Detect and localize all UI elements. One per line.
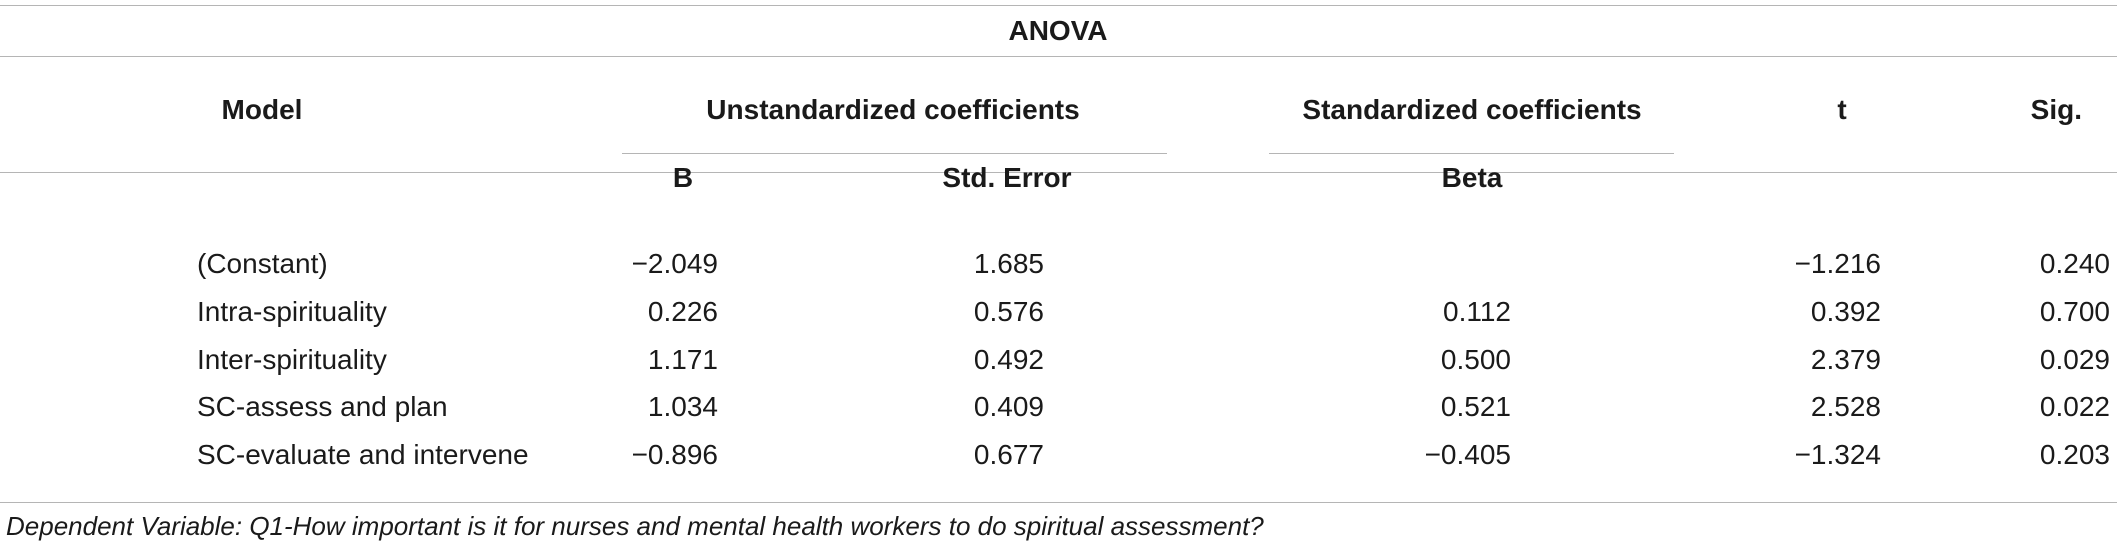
cell-std-error: 0.409: [973, 391, 1044, 422]
cell-t: −1.216: [1794, 248, 1881, 279]
cell-beta: −0.405: [1424, 439, 1511, 470]
table-footnote: Dependent Variable: Q1-How important is …: [6, 511, 1264, 541]
row-label: SC-evaluate and intervene: [197, 439, 529, 470]
table-title: ANOVA: [1008, 15, 1108, 46]
cell-b: −2.049: [631, 248, 718, 279]
title-rule: [0, 56, 2117, 57]
cell-b: 1.171: [647, 344, 718, 375]
header-t: t: [1837, 94, 1847, 125]
cell-beta: 0.521: [1440, 391, 1511, 422]
cell-b: 0.226: [647, 296, 718, 327]
top-rule: [0, 5, 2117, 6]
cell-t: 2.379: [1810, 344, 1881, 375]
cell-beta: 0.112: [1443, 296, 1511, 327]
cell-sig: 0.240: [2039, 248, 2110, 279]
cell-std-error: 1.685: [973, 248, 1044, 279]
bottom-rule: [0, 502, 2117, 503]
cell-std-error: 0.576: [973, 296, 1044, 327]
unstandardized-underline: [622, 153, 1167, 154]
header-b: B: [672, 162, 694, 193]
cell-std-error: 0.677: [973, 439, 1044, 470]
cell-sig: 0.022: [2039, 391, 2110, 422]
cell-sig: 0.029: [2039, 344, 2110, 375]
cell-sig: 0.700: [2039, 296, 2110, 327]
cell-b: −0.896: [631, 439, 718, 470]
row-label: (Constant): [197, 248, 328, 279]
row-label: SC-assess and plan: [197, 391, 448, 422]
standardized-underline: [1269, 153, 1674, 154]
cell-sig: 0.203: [2039, 439, 2110, 470]
header-standardized-coefficients: Standardized coefficients: [1302, 94, 1642, 125]
header-rule: [0, 172, 2117, 173]
header-unstandardized-coefficients: Unstandardized coefficients: [706, 94, 1080, 125]
row-label: Inter-spirituality: [197, 344, 387, 375]
header-model: Model: [221, 94, 303, 125]
cell-t: −1.324: [1794, 439, 1881, 470]
header-sig: Sig.: [2030, 94, 2082, 125]
cell-std-error: 0.492: [973, 344, 1044, 375]
cell-t: 2.528: [1810, 391, 1881, 422]
cell-t: 0.392: [1810, 296, 1881, 327]
cell-beta: 0.500: [1440, 344, 1511, 375]
row-label: Intra-spirituality: [197, 296, 387, 327]
cell-b: 1.034: [647, 391, 718, 422]
header-beta: Beta: [1441, 162, 1503, 193]
header-std-error: Std. Error: [942, 162, 1072, 193]
